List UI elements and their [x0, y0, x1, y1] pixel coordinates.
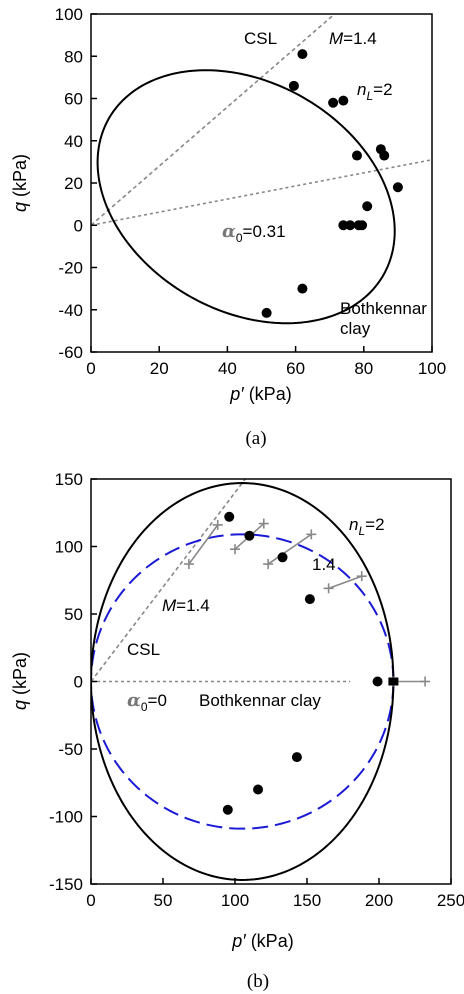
chart-b-data-point [253, 784, 264, 795]
chart-b-x-tick-label: 250 [437, 891, 464, 910]
chart-a-y-tick-label: 0 [74, 216, 83, 235]
chart-b-data-point [222, 804, 233, 815]
chart-a-y-label: q(kPa) [10, 154, 30, 212]
chart-b-x-tick-label: 200 [365, 891, 393, 910]
chart-b-x-tick-label: 150 [293, 891, 321, 910]
chart-b-csl-line [91, 479, 246, 682]
chart-b-plus-marker [212, 519, 223, 530]
chart-b-plus-marker [263, 559, 274, 570]
chart-b-points [222, 511, 383, 815]
chart-b-plus-marker [258, 518, 269, 529]
chart-a-y-tick-label: 60 [64, 90, 83, 109]
chart-a-data-point [288, 80, 299, 91]
chart-a-y-ticks: -60 -40 -20 0 20 40 60 80 100 [55, 5, 97, 362]
chart-a-y-tick-label: -40 [58, 301, 83, 320]
chart-a-data-point [362, 201, 373, 212]
chart-a-data-point [261, 307, 272, 318]
chart-b-y-tick-label: -150 [49, 875, 83, 894]
chart-a-x-tick-label: 0 [86, 359, 95, 378]
chart-b-data-point [277, 552, 288, 563]
chart-a-data-point [338, 95, 349, 106]
chart-b-y-label: q(kPa) [10, 652, 30, 710]
chart-a-alpha-label: α0=0.31 [222, 221, 286, 245]
chart-b-yield-surface-nl2 [91, 482, 395, 881]
chart-a-data-point [351, 150, 362, 161]
chart-a-data-point [379, 150, 390, 161]
chart-a-points [261, 49, 403, 318]
chart-a-plot [91, 14, 432, 325]
chart-a-data-point [392, 182, 403, 193]
chart-a-yield-surface [96, 69, 396, 325]
chart-a-nl-label: nL=2 [357, 80, 393, 103]
chart-b-m-value-label: 1.4 [312, 555, 336, 574]
chart-a-material-line2: clay [340, 319, 371, 338]
chart-b-data-point [291, 752, 302, 763]
chart-b-y-tick-label: -100 [49, 808, 83, 827]
chart-a-x-tick-label: 40 [218, 359, 237, 378]
chart-a-csl-label: CSL [244, 29, 277, 48]
chart-b-x-tick-label: 50 [154, 891, 173, 910]
chart-b-plus-marker [306, 529, 317, 540]
chart-b-error-segments [183, 518, 431, 687]
chart-b-y-tick-label: 100 [55, 538, 83, 557]
chart-a-csl-line [91, 14, 336, 226]
chart-a-panel-label: (a) [245, 428, 266, 449]
chart-a-y-tick-label: -60 [58, 343, 83, 362]
chart-b-nl-label: nL=2 [349, 515, 385, 538]
chart-a-data-point [357, 220, 368, 231]
chart-b-y-ticks: -150 -100 -50 0 50 100 150 [49, 470, 97, 894]
chart-b-plus-marker [420, 676, 431, 687]
chart-b-plus-marker [356, 571, 367, 582]
chart-b-plus-marker [323, 583, 334, 594]
chart-b-data-point [304, 594, 315, 605]
chart-b-y-tick-label: -50 [58, 740, 83, 759]
chart-a-y-tick-label: 100 [55, 5, 83, 24]
chart-a: 0 20 40 60 80 100 -60 -40 -20 0 20 40 60 80 100 CSL M… [10, 5, 446, 449]
chart-a-alpha-line [91, 158, 432, 227]
chart-b-plus-marker [230, 544, 240, 555]
chart-a-y-tick-label: 40 [64, 132, 83, 151]
chart-b-csl-label: CSL [127, 640, 160, 659]
chart-b-y-tick-label: 150 [55, 470, 83, 489]
chart-b-square-marker [388, 677, 399, 686]
chart-b-error-segment [188, 524, 219, 565]
chart-a-x-label: p′ (kPa) [229, 384, 291, 404]
chart-a-x-tick-label: 20 [150, 359, 169, 378]
chart-a-data-point [297, 49, 308, 60]
chart-a-m-label: M=1.4 [329, 29, 377, 48]
chart-b-data-point [224, 511, 235, 522]
chart-b-error-segment [267, 533, 312, 565]
chart-a-y-tick-label: 80 [64, 47, 83, 66]
chart-b-panel-label: (b) [247, 971, 269, 992]
chart-a-y-tick-label: 20 [64, 174, 83, 193]
chart-a-x-ticks: 0 20 40 60 80 100 [86, 346, 446, 378]
chart-a-x-tick-label: 80 [354, 359, 373, 378]
chart-b-x-tick-label: 0 [86, 891, 95, 910]
chart-a-data-point [297, 283, 308, 294]
chart-a-data-point [345, 220, 356, 231]
chart-a-material-line1: Bothkennar [340, 299, 427, 318]
chart-b-data-point [372, 676, 383, 687]
chart-b-plot [91, 479, 431, 881]
chart-b-error-segment [328, 575, 362, 590]
chart-b-y-tick-label: 50 [64, 605, 83, 624]
chart-a-y-tick-label: -20 [58, 259, 83, 278]
chart-b-y-tick-label: 0 [74, 673, 83, 692]
chart-b-plus-marker [183, 559, 194, 570]
chart-a-data-point [328, 97, 339, 108]
chart-a-x-tick-label: 60 [286, 359, 305, 378]
chart-b-data-point [244, 530, 255, 541]
chart-b-x-ticks: 0 50 100 150 200 250 [86, 878, 464, 910]
chart-a-x-tick-label: 100 [418, 359, 446, 378]
chart-b-x-tick-label: 100 [221, 891, 249, 910]
chart-b-m-label: M=1.4 [162, 596, 210, 615]
chart-b: 0 50 100 150 200 250 -150 -100 -50 0 50 100 150 nL=… [10, 470, 464, 992]
chart-b-material-label: Bothkennar clay [199, 691, 321, 710]
chart-b-x-label: p′ (kPa) [231, 931, 293, 951]
chart-b-alpha-label: α0=0 [127, 690, 167, 714]
